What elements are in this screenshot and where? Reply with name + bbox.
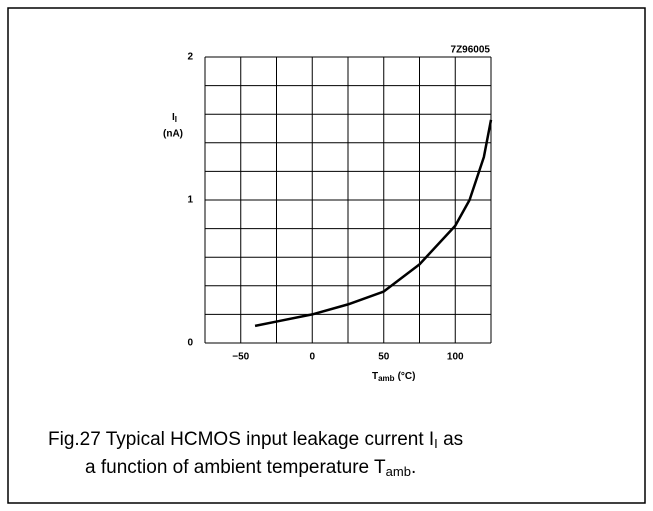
- x-tick-label: −50: [232, 352, 249, 363]
- x-axis-label: Tamb (°C): [372, 371, 415, 383]
- y-tick-label: 0: [187, 338, 193, 349]
- x-tick-label: 100: [447, 352, 464, 363]
- figure-code: 7Z96005: [451, 45, 491, 56]
- caption-line: a function of ambient temperature Tamb.: [85, 457, 416, 479]
- y-axis-unit: (nA): [163, 129, 183, 140]
- curve: [254, 119, 493, 328]
- y-axis-label: II: [172, 112, 177, 124]
- y-tick-label: 1: [187, 195, 193, 206]
- x-tick-label: 50: [378, 352, 390, 363]
- y-tick-label: 2: [187, 52, 193, 63]
- frame: [7, 7, 646, 504]
- caption-line: Fig.27 Typical HCMOS input leakage curre…: [48, 429, 463, 451]
- x-tick-label: 0: [309, 352, 315, 363]
